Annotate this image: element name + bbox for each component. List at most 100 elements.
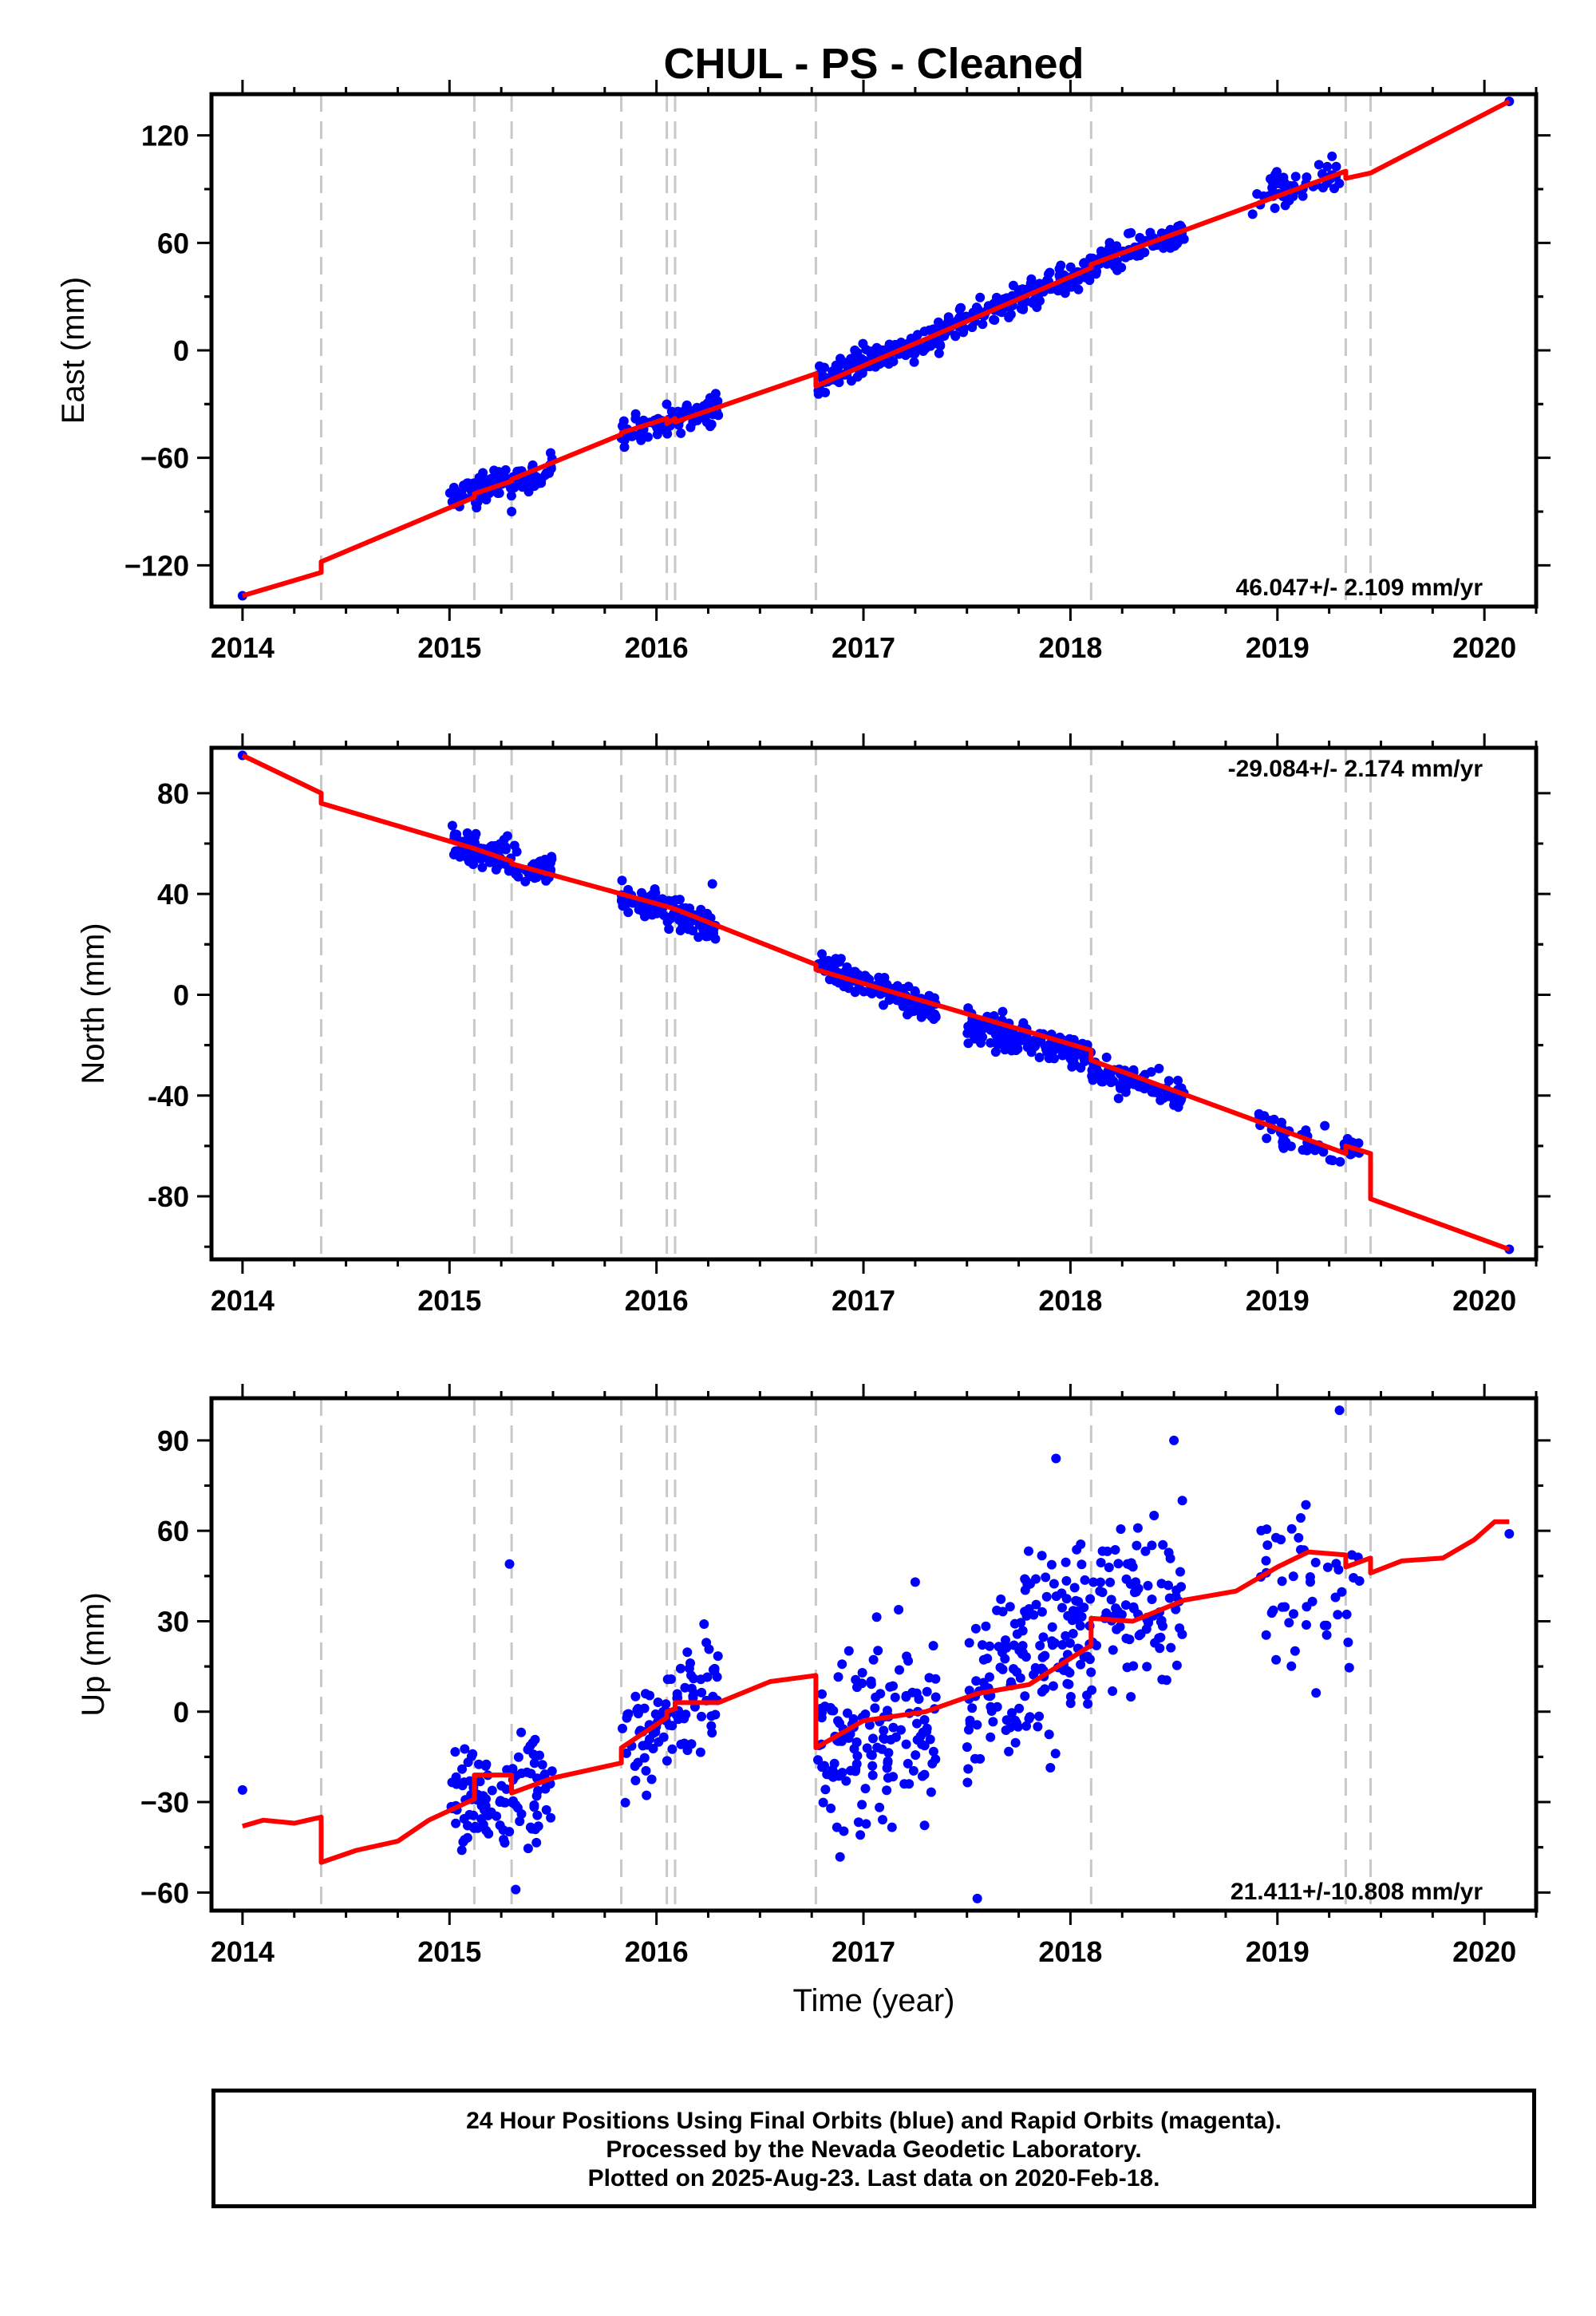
east-x-tick-label: 2017 xyxy=(832,631,895,664)
up-x-tick-label: 2020 xyxy=(1452,1935,1516,1968)
east-y-tick-label: 60 xyxy=(157,227,189,259)
east-data-point xyxy=(1056,260,1066,271)
up-data-point xyxy=(1142,1662,1152,1672)
up-data-point xyxy=(695,1747,705,1757)
up-data-point xyxy=(1116,1610,1127,1620)
up-data-point xyxy=(868,1733,878,1744)
up-data-point xyxy=(682,1647,693,1658)
up-data-point xyxy=(1277,1576,1287,1587)
up-data-point xyxy=(1041,1572,1051,1583)
up-data-point xyxy=(1110,1545,1120,1555)
up-data-point xyxy=(817,1707,827,1717)
up-data-point xyxy=(1290,1646,1300,1656)
up-data-point xyxy=(926,1787,936,1797)
north-model-line xyxy=(241,753,1511,1252)
up-x-tick-label: 2015 xyxy=(417,1935,481,1968)
up-data-point xyxy=(706,1721,717,1731)
east-data-point xyxy=(1270,203,1280,213)
north-y-tick-label: 80 xyxy=(157,777,189,810)
up-data-point xyxy=(843,1708,852,1718)
up-data-point xyxy=(1030,1662,1041,1673)
up-data-point xyxy=(1035,1641,1045,1650)
up-data-point xyxy=(1129,1587,1140,1598)
up-data-point xyxy=(1069,1583,1080,1593)
up-data-point xyxy=(681,1709,691,1720)
north-data-point xyxy=(1163,1076,1174,1086)
up-data-point xyxy=(964,1638,974,1648)
up-y-tick-label: −30 xyxy=(140,1786,189,1819)
east-x-tick-label: 2015 xyxy=(417,631,481,664)
east-data-point xyxy=(858,338,868,349)
up-data-point xyxy=(895,1665,904,1675)
up-data-point xyxy=(529,1802,539,1812)
east-x-tick-label: 2018 xyxy=(1038,631,1102,664)
up-data-point xyxy=(504,1827,515,1837)
up-data-point xyxy=(515,1816,525,1827)
north-data-point xyxy=(859,986,869,997)
up-data-point xyxy=(908,1765,918,1776)
up-plot-frame xyxy=(209,1396,1539,1913)
up-data-point xyxy=(860,1784,871,1794)
up-data-point xyxy=(481,1794,491,1804)
north-y-tick-label: 0 xyxy=(173,978,189,1011)
up-data-point xyxy=(688,1693,698,1703)
up-data-point xyxy=(1132,1540,1142,1551)
up-data-point xyxy=(1126,1558,1136,1568)
up-data-point xyxy=(1108,1645,1118,1655)
north-data-point xyxy=(1057,1047,1068,1057)
up-data-point xyxy=(867,1761,878,1771)
up-data-point xyxy=(1286,1661,1297,1671)
north-data-point xyxy=(963,1038,974,1049)
up-data-point xyxy=(873,1646,883,1656)
east-data-point xyxy=(896,338,907,347)
north-data-point xyxy=(668,896,678,906)
east-data-point xyxy=(472,503,482,513)
north-data-point xyxy=(1159,1093,1169,1103)
up-data-point xyxy=(837,1659,847,1670)
east-data-point xyxy=(546,448,555,458)
up-data-point xyxy=(641,1765,651,1776)
up-data-point xyxy=(901,1739,911,1749)
up-data-point xyxy=(888,1772,899,1782)
north-data-point xyxy=(916,1012,926,1022)
up-data-point xyxy=(537,1760,547,1770)
up-data-point xyxy=(658,1732,669,1742)
north-x-tick-label: 2014 xyxy=(211,1284,275,1317)
up-data-point xyxy=(463,1757,473,1768)
up-data-point xyxy=(1010,1737,1021,1748)
north-data-point xyxy=(1113,1093,1124,1104)
up-x-tick-label: 2017 xyxy=(832,1935,895,1968)
up-data-point xyxy=(1341,1609,1352,1619)
up-data-point xyxy=(532,1810,543,1820)
east-data-point xyxy=(1021,284,1032,294)
up-data-point xyxy=(685,1658,695,1668)
up-data-point xyxy=(1288,1571,1298,1582)
up-x-tick-label: 2014 xyxy=(211,1935,275,1968)
east-x-tick-label: 2020 xyxy=(1452,631,1516,664)
east-data-point xyxy=(517,482,527,492)
up-data-point xyxy=(686,1670,696,1681)
up-panel: 2014 2015 2016 2017 2018 2019 2020 −60 −30 0 30 60 9… xyxy=(76,1384,1551,1968)
north-data-point xyxy=(831,976,841,986)
up-data-point xyxy=(495,1820,505,1831)
up-data-point xyxy=(1050,1749,1061,1759)
up-data-point xyxy=(1261,1630,1271,1640)
up-data-point xyxy=(1321,1630,1332,1640)
up-data-point xyxy=(851,1764,861,1774)
up-data-point xyxy=(709,1666,720,1677)
east-data-point xyxy=(1124,228,1133,239)
up-data-point xyxy=(502,1765,512,1775)
east-data-point xyxy=(1158,243,1168,253)
up-data-point xyxy=(452,1779,462,1789)
up-data-point xyxy=(513,1752,523,1762)
up-data-point xyxy=(1009,1664,1018,1674)
north-data-point xyxy=(891,995,902,1006)
east-data-point xyxy=(934,317,943,327)
up-data-point xyxy=(1017,1641,1028,1651)
up-data-point xyxy=(484,1828,494,1839)
east-data-point xyxy=(884,339,895,350)
north-data-point xyxy=(618,897,629,907)
up-data-point xyxy=(864,1720,875,1730)
east-data-point xyxy=(1092,267,1102,277)
